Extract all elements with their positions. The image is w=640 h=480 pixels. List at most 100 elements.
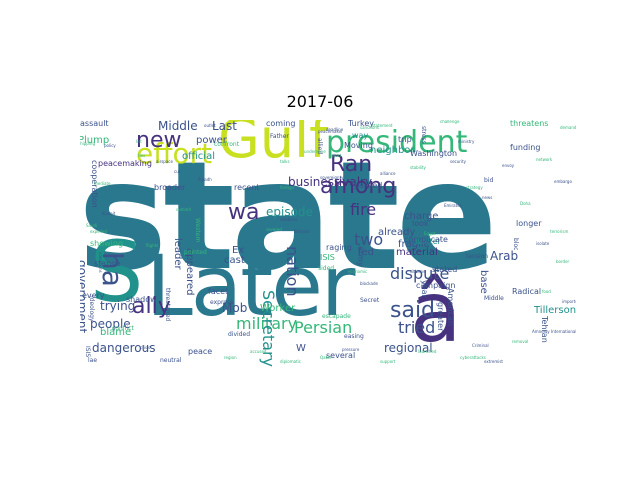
word-43: Tillerson: [534, 305, 576, 316]
word-50: W: [296, 343, 306, 354]
word-172: sovereignty: [320, 175, 344, 180]
word-23: Middle: [158, 120, 198, 133]
word-126: isolate: [536, 241, 550, 246]
word-86: American: [446, 288, 455, 327]
word-165: flights: [146, 243, 159, 248]
word-12: wa: [228, 200, 260, 225]
word-47: base: [478, 270, 489, 294]
word-71: stance: [94, 259, 121, 268]
word-55: coming: [266, 120, 296, 128]
word-35: power: [196, 135, 227, 146]
word-99: bloc: [512, 238, 519, 251]
word-119: sanctions: [360, 125, 380, 130]
word-121: terrorism: [550, 229, 569, 234]
word-127: border: [556, 259, 570, 264]
word-156: cut: [174, 169, 181, 174]
word-111: peacemaker: [318, 129, 343, 134]
word-112: Qatar: [320, 355, 332, 360]
word-104: sided: [318, 265, 335, 272]
word-65: passed: [354, 181, 383, 190]
word-134: Bahrain: [294, 229, 310, 234]
word-72: every: [82, 291, 105, 300]
word-39: already: [378, 227, 416, 238]
word-171: reject: [330, 153, 342, 158]
word-44: fed: [358, 247, 375, 258]
word-106: ISIS: [84, 346, 91, 358]
word-149: network: [536, 157, 553, 162]
word-120: support: [380, 359, 396, 364]
word-52: cast: [224, 255, 245, 266]
word-102: easing: [344, 333, 364, 340]
word-97: tension: [466, 253, 489, 260]
word-37: neighbor: [370, 145, 415, 156]
word-150: outlet: [204, 123, 216, 128]
word-117: removal: [512, 339, 529, 344]
word-82: army: [356, 246, 365, 267]
word-62: funding: [510, 143, 541, 152]
word-45: material: [396, 247, 438, 258]
word-146: alliance: [380, 171, 396, 176]
word-162: imports: [562, 299, 576, 304]
word-161: food: [542, 289, 551, 294]
word-41: leader: [172, 238, 183, 270]
word-20: two: [354, 230, 384, 249]
word-155: ties: [138, 153, 146, 158]
word-28: Arab: [490, 249, 519, 263]
word-129: talks: [280, 159, 290, 164]
word-160: blockade: [360, 281, 378, 286]
word-29: people: [90, 317, 131, 331]
word-140: pressure: [342, 347, 360, 352]
word-93: ideology: [88, 296, 95, 322]
word-135: Egypt: [424, 231, 436, 236]
word-100: stress: [420, 126, 427, 144]
word-17: Persian: [294, 318, 353, 337]
word-110: challenge: [440, 120, 460, 124]
word-151: statement: [372, 123, 393, 128]
word-88: confront: [214, 141, 240, 148]
word-75: peace: [188, 347, 213, 356]
word-34: regional: [384, 341, 433, 355]
word-57: threatens: [510, 120, 549, 128]
word-147: strategy: [466, 185, 483, 190]
word-83: complicate: [404, 235, 448, 244]
word-91: Western: [194, 218, 201, 243]
word-63: broader: [154, 183, 186, 192]
word-105: Secret: [360, 297, 380, 304]
word-68: Twitter: [414, 237, 441, 246]
word-154: policy: [104, 143, 116, 148]
word-81: ISIS: [320, 253, 335, 262]
word-132: Kuwait: [102, 211, 116, 216]
word-145: stability: [410, 165, 426, 170]
word-169: list: [136, 139, 142, 144]
word-144: security: [450, 159, 466, 164]
word-80: raging: [326, 243, 352, 252]
word-48: blame: [100, 327, 132, 338]
word-74: facet: [208, 287, 229, 296]
word-166: citizens: [410, 269, 426, 274]
word-114: launched: [418, 349, 437, 354]
word-4: â: [410, 263, 462, 361]
word-94: divided: [228, 331, 251, 338]
word-77: Radical: [512, 287, 542, 296]
word-159: economic: [348, 269, 368, 274]
word-14: said: [390, 298, 436, 323]
word-141: accused: [250, 349, 267, 354]
word-101: escapade: [322, 313, 351, 320]
word-133: Saudi: [86, 223, 98, 228]
word-148: news: [482, 195, 493, 200]
word-69: stated: [432, 265, 458, 274]
word-7: effort: [136, 137, 213, 170]
word-139: summit: [176, 207, 192, 212]
word-13: ally: [132, 294, 171, 319]
word-92: threatened: [164, 288, 171, 322]
word-168: deadline: [326, 127, 344, 132]
word-67: longer: [516, 219, 542, 228]
word-24: Last: [212, 120, 237, 133]
word-59: Washington: [410, 149, 458, 158]
word-142: extremist: [484, 359, 504, 364]
word-76: several: [326, 351, 356, 360]
word-19: nation: [283, 246, 302, 297]
word-64: recent: [234, 183, 260, 192]
word-60: trip: [398, 135, 412, 144]
